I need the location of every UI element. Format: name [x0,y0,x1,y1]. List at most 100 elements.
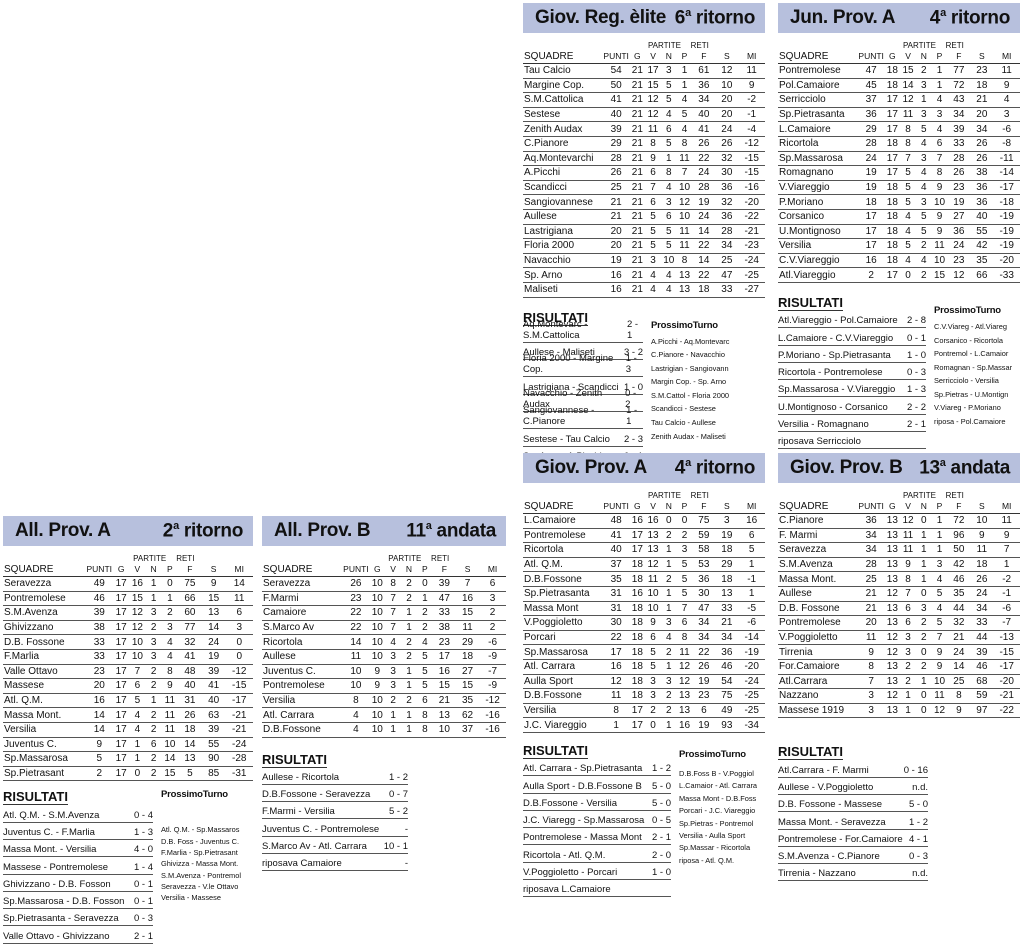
stat-cell: 25 [715,253,739,269]
stat-cell: 46 [947,571,971,587]
result-match: U.Montignoso - Corsanico [778,401,888,413]
team-name: Juventus C. [3,737,86,753]
stat-cell: 5 [915,121,932,137]
stat-cell: -28 [225,751,253,767]
table-row: Ricortola 28 18 8 4 6 33 26 -8 [778,136,1020,152]
stat-cell: 7 [385,620,402,636]
stat-cell: 9 [645,151,661,167]
stat-cell: 27 [947,209,971,225]
stat-cell: 5 [915,209,932,225]
stat-cell: 13 [884,601,901,617]
stat-cell: 4 [645,267,661,283]
stat-cell: 2 [385,693,402,709]
stat-cell: 36 [692,78,716,94]
table-row: Atl. Q.M. 37 18 12 1 5 53 29 1 [523,557,765,573]
team-name: Juventus C. [262,664,343,680]
stat-cell: 3 [660,194,677,210]
stat-cell: 6 [129,678,146,694]
team-name: P.Moriano [778,194,858,210]
table-row: Seravezza 26 10 8 2 0 39 7 6 [262,576,506,592]
group-label-reti: RETI [176,554,195,563]
stat-cell: -14 [993,165,1020,181]
stat-cell: 21 [629,194,646,210]
stat-cell: 19 [692,717,716,733]
table-row: Atl. Carrara 4 10 1 1 8 13 62 -16 [262,707,506,723]
stat-cell: 18 [884,78,901,94]
stat-cell: 21 [629,238,646,254]
stat-cell: 44 [947,601,971,617]
result-row: Atl.Carrara - F. Marmi 0 - 16 [778,760,928,778]
stat-cell: 21 [602,194,630,210]
stat-cell: 55 [201,737,226,753]
stat-cell: 1 [660,557,677,573]
stat-cell: 49 [715,703,739,719]
stat-cell: 53 [692,557,716,573]
stat-cell: 2 [660,688,677,704]
stat-cell: 46 [85,591,113,607]
result-row: Aullese - V.Poggioletto n.d. [778,778,928,795]
next-match: Sp.Massar - Ricortola [679,843,751,853]
table-row: Margine Cop. 50 21 15 5 1 36 10 9 [523,78,765,94]
stat-cell: -9 [479,649,506,665]
next-round-list: C.V.Viareg - Atl.Viareg Corsanico - Ricor… [934,320,1020,429]
stat-cell: 17 [645,63,661,79]
result-score: 1 - 3 [625,353,637,376]
stat-cell: 1 [931,63,948,79]
stat-cell: 9 [993,528,1020,544]
stat-cell: 77 [178,620,202,636]
stat-cell: -17 [225,693,253,709]
stat-cell: 9 [201,576,226,592]
table-row: L.Camaiore 29 17 8 5 4 39 34 -6 [778,121,1020,137]
stat-cell: 10 [369,634,386,650]
stat-cell: 2 [915,63,932,79]
col-header: F [178,563,202,577]
team-name: Versilia [778,238,858,254]
stat-cell: 39 [970,644,994,660]
table-row: Tirrenia 9 12 3 0 9 24 39 -15 [778,644,1020,660]
stat-cell: 1 [401,620,417,636]
stat-cell: 4 [993,92,1020,108]
stat-cell: 16 [738,513,765,529]
stat-cell: 5 [900,238,916,254]
standings-table: PARTITE RETI SQUADRE PUNTI G V N P F S MI C.Pianore… [778,487,1020,719]
stat-cell: -15 [225,678,253,694]
col-header-squadre: SQUADRE [778,50,858,64]
stat-cell: 12 [602,674,630,690]
stat-cell: 22 [692,644,716,660]
result-score: 0 - 7 [388,789,408,801]
next-match: Atl. Q.M. - Sp.Massaros [161,825,240,835]
group-label-reti: RETI [690,41,709,50]
stat-cell: 10 [342,664,370,680]
stat-cell: 9 [369,678,386,694]
stat-cell: 11 [161,722,178,738]
stat-cell: -15 [993,644,1020,660]
team-name: U.Montignoso [778,224,858,240]
results-list: RISULTATI Atl. Carrara - Sp.Pietrasanta 1 … [523,743,671,898]
stat-cell: 13 [884,513,901,529]
table-row: Massa Mont. 25 13 8 1 4 46 26 -2 [778,571,1020,587]
next-match: C.Pianore - Navacchio [651,350,725,360]
table-row: Sp.Massarosa 17 18 5 2 11 22 36 -19 [523,644,765,660]
stat-cell: -8 [993,136,1020,152]
stat-cell: 15 [900,63,916,79]
stat-cell: 4 [660,282,677,298]
stat-cell: -21 [738,224,765,240]
stat-cell: -22 [993,703,1020,719]
next-match: riposa - Pol.Camaiore [934,417,1006,427]
stat-cell: -13 [993,630,1020,646]
result-match: Massa Mont. - Seravezza [778,816,886,828]
stat-cell: 17 [113,605,130,621]
stat-cell: 35 [455,693,480,709]
table-row: Sp.Pietrasanta 36 17 11 3 3 34 20 3 [778,107,1020,123]
col-header: MI [993,50,1020,64]
group-label-partite: PARTITE [133,554,167,563]
table-row: Navacchio 19 21 3 10 8 14 25 -24 [523,253,765,269]
result-score: 0 - 1 [133,896,153,908]
team-name: Camaiore [262,605,343,621]
stat-cell: 50 [602,78,630,94]
next-match: S.M.Avenza - Pontremol [161,870,241,880]
stat-cell: 12 [645,557,661,573]
stat-cell: 5 [85,751,113,767]
stat-cell: 12 [931,703,948,719]
stat-cell: 5 [660,224,677,240]
